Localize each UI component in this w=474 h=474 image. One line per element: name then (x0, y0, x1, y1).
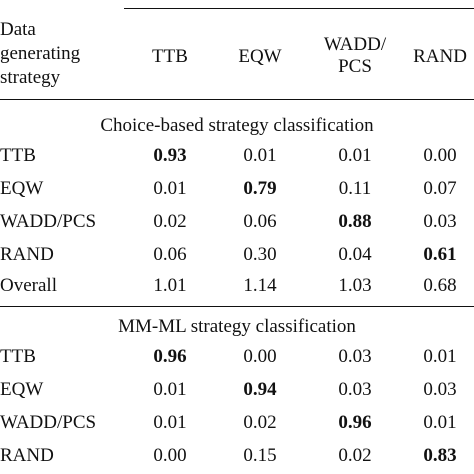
table-cell: 0.06 (153, 244, 187, 265)
header-rule (0, 99, 474, 100)
table-cell: 0.02 (338, 445, 372, 466)
section-title-mm-ml: MM-ML strategy classification (118, 316, 356, 337)
row-header-line-1: Data (0, 19, 36, 40)
table-cell: 0.15 (243, 445, 277, 466)
table-cell: 0.96 (153, 346, 187, 367)
column-header-wadd-pcs: WADD/ PCS (323, 34, 387, 77)
row-header-line-3: strategy (0, 67, 61, 88)
table-cell: 0.00 (423, 145, 457, 166)
table-cell: 0.02 (153, 211, 187, 232)
table-cell: 0.61 (423, 244, 457, 265)
table-cell: 0.07 (423, 178, 457, 199)
section-title-choice-based: Choice-based strategy classification (100, 115, 374, 136)
table-cell: 1.01 (153, 275, 187, 296)
table-cell: 0.03 (338, 379, 372, 400)
table-cell: 0.01 (153, 379, 187, 400)
column-header-eqw: EQW (238, 46, 282, 67)
column-header-rand: RAND (413, 46, 467, 67)
row-label-mm-ml: RAND (0, 445, 54, 466)
row-header-line-2: generating (0, 43, 81, 64)
table-cell: 0.01 (423, 412, 457, 433)
table-cell: 0.01 (338, 145, 372, 166)
row-header-label: Data generating strategy (0, 18, 80, 90)
table-cell: 0.03 (423, 379, 457, 400)
table-cell: 0.04 (338, 244, 372, 265)
table-cell: 0.01 (423, 346, 457, 367)
table-cell: 0.03 (423, 211, 457, 232)
column-header-ttb: TTB (152, 46, 188, 67)
section-rule (0, 306, 474, 307)
table-cell: 0.96 (338, 412, 372, 433)
row-label-choice-based: Overall (0, 275, 57, 296)
row-label-mm-ml: TTB (0, 346, 36, 367)
table-cell: 1.14 (243, 275, 277, 296)
table-cell: 0.03 (338, 346, 372, 367)
table-cell: 0.01 (153, 412, 187, 433)
table-cell: 0.94 (243, 379, 277, 400)
table-cell: 1.03 (338, 275, 372, 296)
table-cell: 0.88 (338, 211, 372, 232)
table-cell: 0.00 (243, 346, 277, 367)
table-cell: 0.30 (243, 244, 277, 265)
row-label-choice-based: TTB (0, 145, 36, 166)
table-cell: 0.68 (423, 275, 457, 296)
row-label-mm-ml: WADD/PCS (0, 412, 97, 433)
row-label-choice-based: RAND (0, 244, 54, 265)
row-label-choice-based: EQW (0, 178, 44, 199)
table-cell: 0.11 (338, 178, 372, 199)
table-cell: 0.01 (243, 145, 277, 166)
row-label-choice-based: WADD/PCS (0, 211, 97, 232)
table-cell: 0.93 (153, 145, 187, 166)
table-cell: 0.83 (423, 445, 457, 466)
table-cell: 0.79 (243, 178, 277, 199)
table-cell: 0.00 (153, 445, 187, 466)
top-rule (124, 8, 474, 9)
row-label-mm-ml: EQW (0, 379, 44, 400)
table-cell: 0.02 (243, 412, 277, 433)
table-cell: 0.06 (243, 211, 277, 232)
table-cell: 0.01 (153, 178, 187, 199)
